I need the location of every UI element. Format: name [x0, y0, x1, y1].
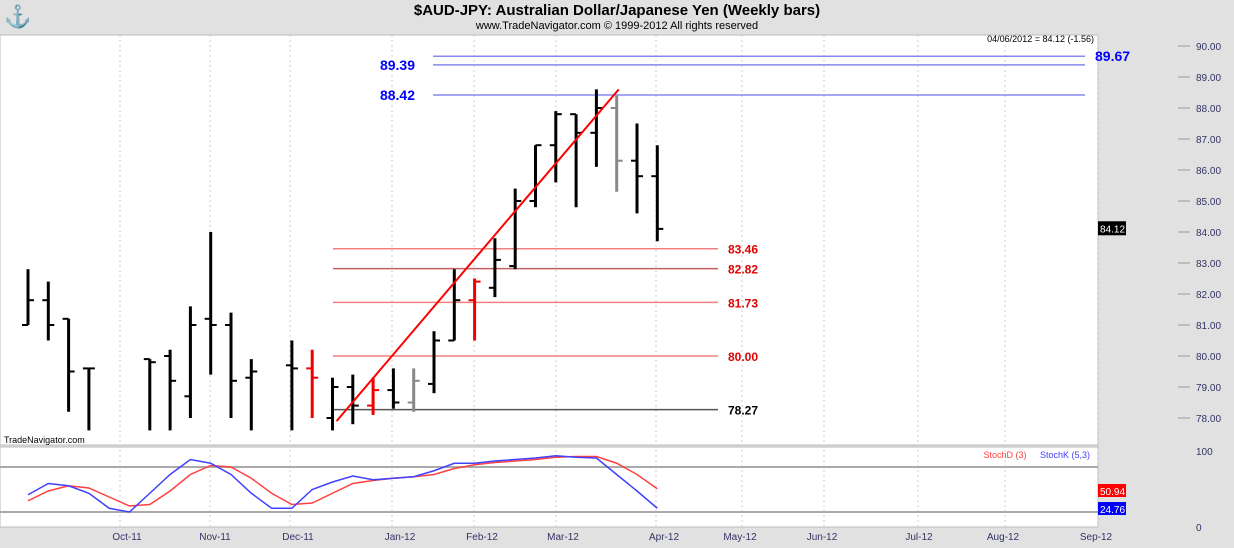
legend-entry: StochK (5,3) [1040, 450, 1090, 460]
level-label: 80.00 [728, 350, 758, 364]
x-tick-label: Oct-11 [112, 532, 142, 543]
y-tick-label: 79.00 [1196, 383, 1221, 394]
level-label: 89.67 [1095, 48, 1130, 64]
price-panel [0, 34, 1099, 446]
watermark: TradeNavigator.com [4, 435, 85, 445]
y-tick-label: 82.00 [1196, 290, 1221, 301]
stoch-value-marker [1098, 484, 1126, 497]
status-readout: 04/06/2012 = 84.12 (-1.56) [987, 34, 1094, 44]
level-label: 88.42 [380, 87, 415, 103]
level-label: 82.82 [728, 263, 758, 277]
stoch-panel [0, 446, 1099, 528]
x-tick-label: Sep-12 [1080, 532, 1113, 543]
stoch-y-tick-label: 100 [1196, 447, 1213, 458]
level-label: 83.46 [728, 243, 758, 257]
stoch-value-marker [1098, 502, 1126, 515]
last-price-marker [1098, 221, 1126, 236]
anchor-icon: ⚓ [4, 4, 32, 29]
x-tick-label: Dec-11 [282, 532, 314, 543]
y-tick-label: 87.00 [1196, 135, 1221, 146]
legend-entry: StochD (3) [983, 450, 1026, 460]
stoch-line-k [27, 454, 658, 513]
x-tick-label: Nov-11 [199, 532, 231, 543]
stoch-value-label: 24.76 [1100, 505, 1125, 516]
y-tick-label: 80.00 [1196, 352, 1221, 363]
x-tick-label: Jan-12 [385, 532, 416, 543]
x-tick-label: Feb-12 [466, 532, 498, 543]
trendline [335, 88, 620, 422]
level-label: 78.27 [728, 404, 758, 418]
y-tick-label: 83.00 [1196, 259, 1221, 270]
y-tick-label: 88.00 [1196, 104, 1221, 115]
x-tick-label: May-12 [723, 532, 757, 543]
x-tick-label: Mar-12 [547, 532, 579, 543]
x-tick-label: Jun-12 [807, 532, 838, 543]
y-tick-label: 90.00 [1196, 42, 1221, 53]
x-tick-label: Jul-12 [905, 532, 933, 543]
x-tick-label: Apr-12 [649, 532, 679, 543]
y-tick-label: 78.00 [1196, 414, 1221, 425]
chart-subtitle: www.TradeNavigator.com © 1999-2012 All r… [475, 20, 759, 32]
y-tick-label: 89.00 [1196, 73, 1221, 84]
stoch-line-d [27, 455, 658, 507]
y-tick-label: 85.00 [1196, 197, 1221, 208]
y-tick-label: 81.00 [1196, 321, 1221, 332]
y-tick-label: 84.00 [1196, 228, 1221, 239]
last-price-label: 84.12 [1100, 224, 1125, 235]
level-label: 89.39 [380, 57, 415, 73]
level-label: 81.73 [728, 296, 758, 310]
stoch-value-label: 50.94 [1100, 487, 1125, 498]
chart-title: $AUD-JPY: Australian Dollar/Japanese Yen… [413, 2, 821, 19]
stoch-y-tick-label: 0 [1196, 523, 1202, 534]
y-tick-label: 86.00 [1196, 166, 1221, 177]
x-tick-label: Aug-12 [987, 532, 1020, 543]
